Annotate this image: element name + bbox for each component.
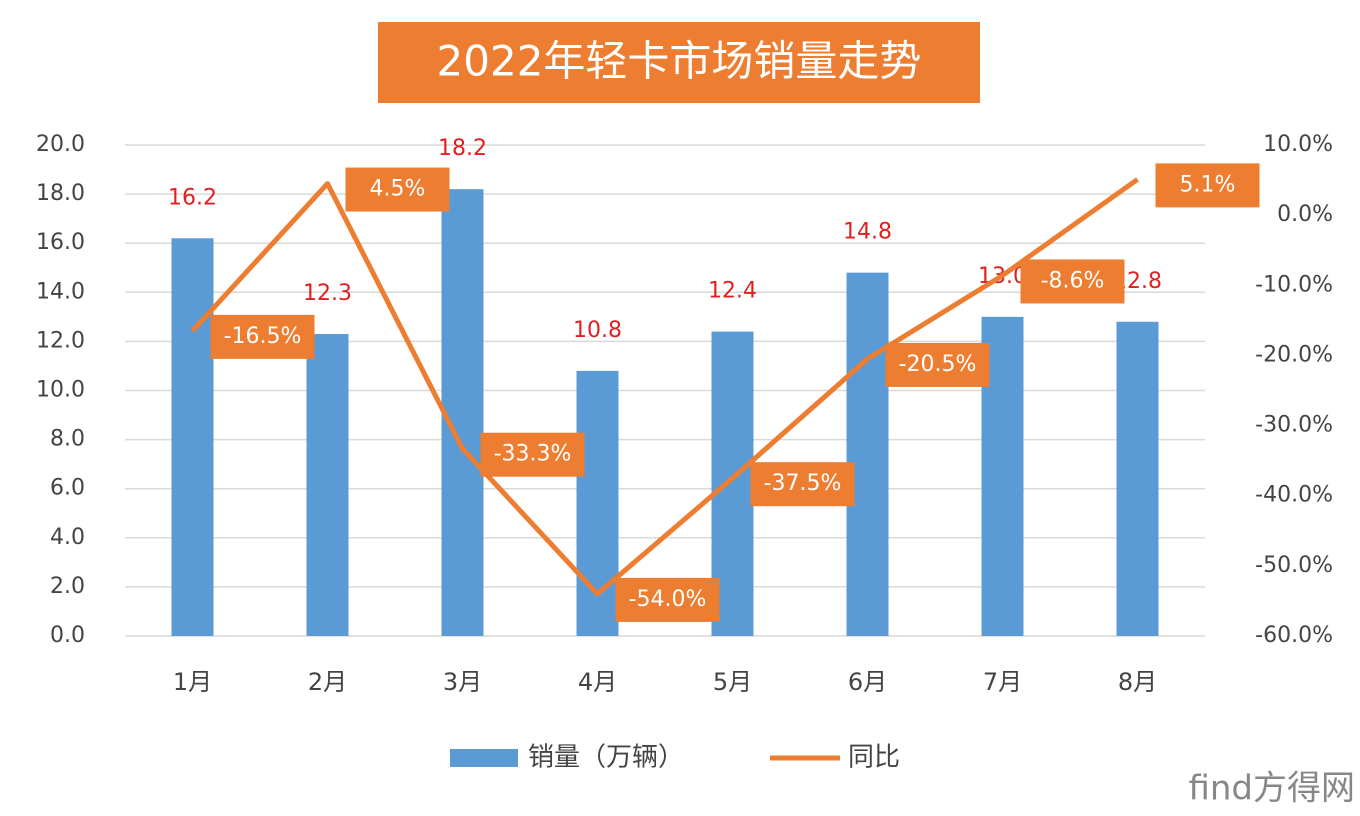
title-box [378, 22, 980, 103]
x-tick-label: 7月 [983, 668, 1022, 696]
bar [171, 238, 214, 637]
y-tick-label: 16.0 [36, 230, 85, 255]
line-label-box [885, 342, 990, 387]
y2-tick-label: -30.0% [1255, 413, 1333, 438]
x-tick-label: 2月 [308, 668, 347, 696]
line-value-label: -37.5% [764, 471, 842, 496]
line-label-box [1155, 163, 1260, 208]
line-value-label: -33.3% [494, 442, 572, 467]
line-label-box [345, 167, 450, 212]
bar-value-label: 10.8 [573, 318, 622, 343]
y-tick-label: 12.0 [36, 328, 85, 353]
bar-value-label: 12.4 [708, 279, 757, 304]
y2-tick-label: -50.0% [1255, 553, 1333, 578]
bar-value-label: 16.2 [168, 185, 217, 210]
line-value-label: 4.5% [370, 177, 426, 202]
line-value-label: 5.1% [1180, 172, 1236, 197]
legend-label: 同比 [848, 743, 900, 773]
y2-tick-label: -60.0% [1255, 623, 1333, 648]
y-tick-label: 10.0 [36, 378, 85, 403]
chart-title: 2022年轻卡市场销量走势 [437, 37, 922, 86]
bar-value-label: 18.2 [438, 136, 487, 161]
x-tick-label: 5月 [713, 668, 752, 696]
line-label-box [480, 432, 585, 477]
watermark: find方得网 [1188, 769, 1355, 809]
bar [441, 189, 484, 636]
bar [306, 334, 349, 636]
line-label-box [750, 462, 855, 507]
line-value-label: -8.6% [1041, 268, 1105, 293]
y-tick-label: 8.0 [50, 427, 85, 452]
y-tick-label: 0.0 [50, 623, 85, 648]
line-label-box [615, 577, 720, 622]
y-tick-label: 20.0 [36, 132, 85, 157]
x-tick-label: 8月 [1118, 668, 1157, 696]
x-tick-label: 1月 [173, 668, 212, 696]
bar-value-label: 14.8 [843, 220, 892, 245]
bar [1116, 321, 1159, 636]
line-label-box [210, 314, 315, 359]
y-tick-label: 14.0 [36, 279, 85, 304]
bar-value-label: 12.3 [303, 281, 352, 306]
line-value-label: -20.5% [899, 352, 977, 377]
legend-swatch [450, 749, 518, 767]
x-tick-label: 4月 [578, 668, 617, 696]
y-tick-label: 4.0 [50, 525, 85, 550]
line-value-label: -54.0% [629, 587, 707, 612]
y-tick-label: 18.0 [36, 181, 85, 206]
y2-tick-label: -20.0% [1255, 342, 1333, 367]
y2-tick-label: 10.0% [1263, 132, 1333, 157]
x-tick-label: 6月 [848, 668, 887, 696]
y2-tick-label: -40.0% [1255, 483, 1333, 508]
legend-label: 销量（万辆） [528, 743, 684, 773]
line-value-label: -16.5% [224, 324, 302, 349]
y-tick-label: 6.0 [50, 476, 85, 501]
y-tick-label: 2.0 [50, 574, 85, 599]
y2-tick-label: -10.0% [1255, 272, 1333, 297]
y2-tick-label: 0.0% [1277, 202, 1333, 227]
x-tick-label: 3月 [443, 668, 482, 696]
line-label-box [1020, 259, 1125, 304]
bar [846, 272, 889, 636]
line [190, 177, 1139, 597]
